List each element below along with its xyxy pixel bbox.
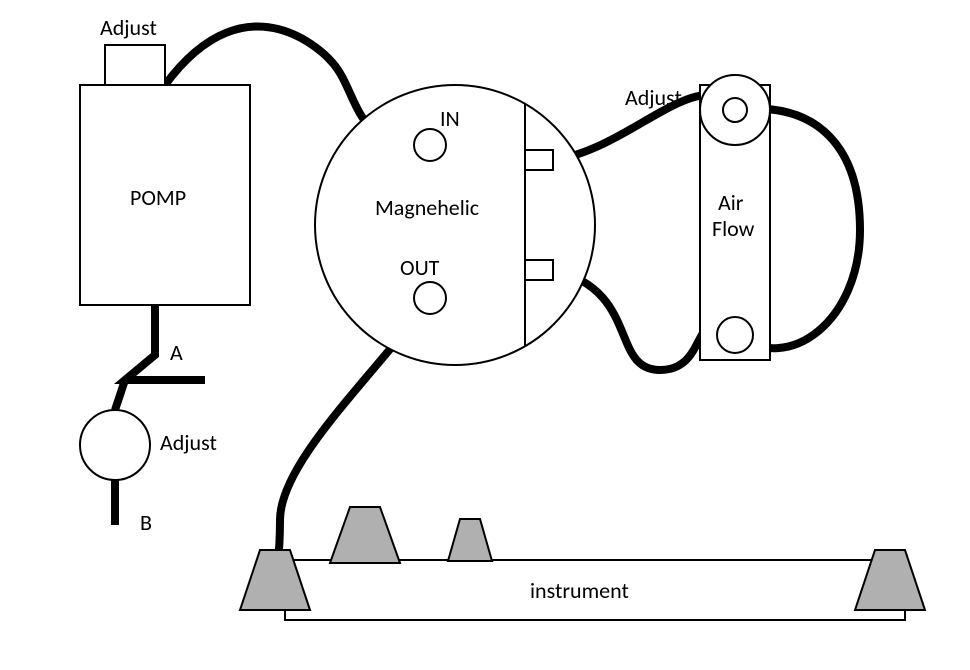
pomp-adjust-box bbox=[105, 45, 165, 85]
magnehelic-out-port bbox=[414, 282, 446, 314]
label-airflow-1: Air bbox=[718, 189, 744, 216]
tube-a-to-valve bbox=[115, 380, 125, 410]
adjust-valve bbox=[80, 410, 150, 480]
label-pomp: POMP bbox=[130, 184, 186, 211]
label-in: IN bbox=[440, 105, 460, 132]
label-out: OUT bbox=[400, 254, 440, 281]
magnehelic-side-port-bottom bbox=[525, 260, 553, 280]
label-magnehelic: Magnehelic bbox=[375, 194, 479, 221]
label-instrument: instrument bbox=[530, 577, 629, 604]
tube-pomp-down-a bbox=[125, 305, 205, 380]
connector-2 bbox=[330, 507, 400, 563]
connector-3 bbox=[448, 519, 492, 561]
label-b: B bbox=[140, 509, 152, 536]
label-a: A bbox=[170, 339, 183, 366]
airflow-adjust-inner bbox=[723, 98, 747, 122]
label-adjust-right: Adjust bbox=[625, 84, 682, 111]
label-airflow-2: Flow bbox=[712, 215, 755, 242]
label-adjust-mid: Adjust bbox=[160, 429, 217, 456]
magnehelic-side-port-top bbox=[525, 150, 553, 170]
label-adjust-top: Adjust bbox=[100, 14, 157, 41]
magnehelic-in-port bbox=[414, 129, 446, 161]
schematic-diagram: Adjust POMP IN OUT Magnehelic Adjust Air… bbox=[0, 0, 970, 670]
airflow-bottom-port bbox=[717, 317, 753, 353]
